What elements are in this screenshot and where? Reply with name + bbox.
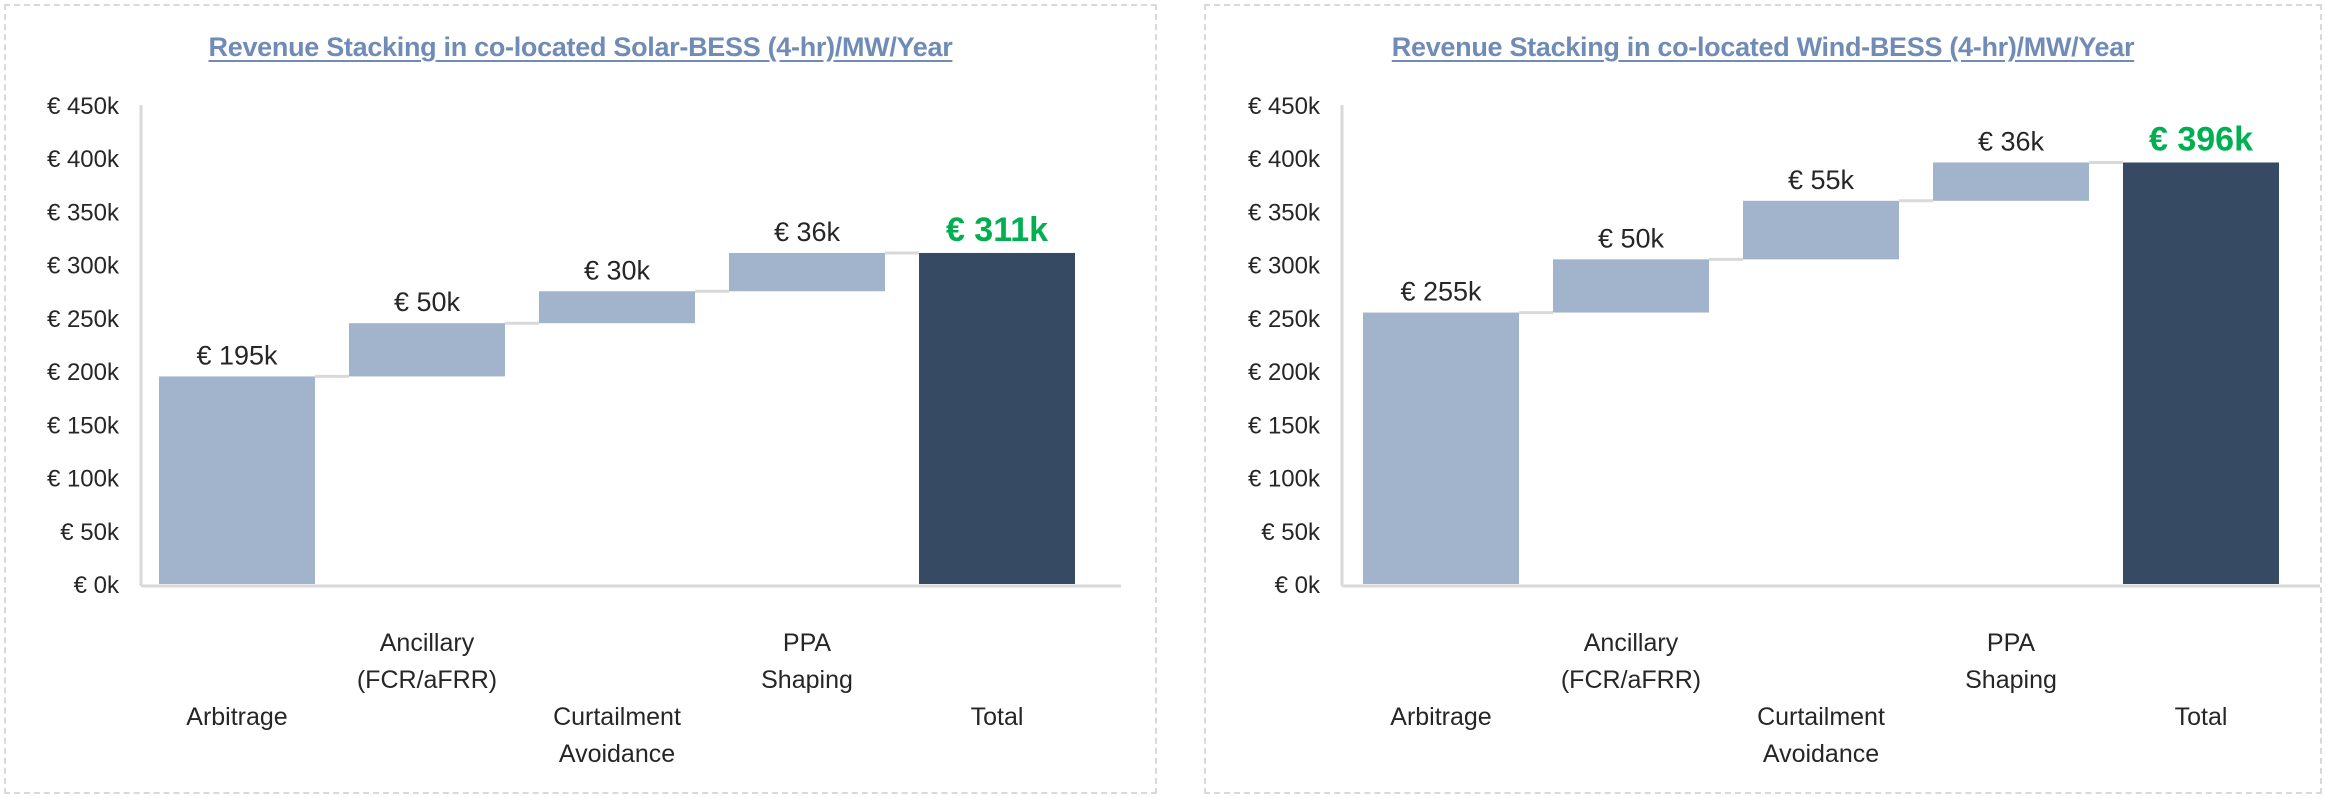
category-label: Arbitrage — [186, 703, 287, 731]
y-tick-label: € 350k — [47, 199, 120, 226]
total-bar — [919, 252, 1075, 585]
increment-bar — [1363, 312, 1519, 584]
category-label: Arbitrage — [1390, 703, 1491, 731]
y-tick-label: € 100k — [1248, 466, 1321, 493]
y-tick-label: € 450k — [47, 93, 120, 120]
wind-bess-chart-panel: Revenue Stacking in co-located Wind-BESS… — [1204, 4, 2322, 794]
y-tick-label: € 0k — [1275, 572, 1321, 599]
increment-bar — [729, 252, 885, 292]
chart-title: Revenue Stacking in co-located Wind-BESS… — [1391, 32, 2135, 62]
category-label: Avoidance — [1763, 740, 1879, 768]
solar-bess-chart-panel: Revenue Stacking in co-located Solar-BES… — [4, 4, 1157, 794]
category-label: Curtailment — [1757, 703, 1885, 731]
total-bar — [2123, 162, 2279, 585]
y-tick-label: € 300k — [1248, 253, 1321, 280]
data-label: € 50k — [1598, 223, 1665, 253]
increment-bar — [1933, 162, 2089, 201]
category-label: Avoidance — [559, 740, 675, 768]
y-tick-label: € 150k — [47, 412, 120, 439]
data-label: € 195k — [196, 340, 278, 370]
increment-bar — [1743, 200, 1899, 260]
data-label: € 50k — [394, 287, 461, 317]
data-label: € 396k — [2149, 120, 2253, 158]
y-tick-label: € 300k — [47, 253, 120, 280]
data-label: € 36k — [1978, 126, 2045, 156]
category-label: (FCR/aFRR) — [1561, 666, 1701, 694]
y-tick-label: € 450k — [1248, 93, 1321, 120]
chart-title: Revenue Stacking in co-located Solar-BES… — [208, 32, 953, 62]
y-tick-label: € 250k — [47, 306, 120, 333]
category-label: PPA — [783, 629, 831, 657]
category-label: PPA — [1987, 629, 2035, 657]
y-tick-label: € 400k — [1248, 146, 1321, 173]
solar-bess-waterfall-chart: € 0k € 50k € 100k € 150k € 200k € 250k € 300k €… — [47, 93, 1121, 768]
increment-bar — [1553, 259, 1709, 313]
y-tick-label: € 200k — [1248, 359, 1321, 386]
category-label: Shaping — [1965, 666, 2057, 694]
category-label: Total — [2175, 703, 2228, 731]
category-label: Curtailment — [553, 703, 681, 731]
y-tick-label: € 0k — [74, 572, 120, 599]
y-tick-label: € 200k — [47, 359, 120, 386]
y-tick-label: € 50k — [60, 519, 120, 546]
increment-bar — [159, 376, 315, 584]
y-tick-label: € 150k — [1248, 412, 1321, 439]
data-label: € 36k — [774, 217, 841, 247]
y-tick-label: € 50k — [1261, 519, 1321, 546]
category-label: Ancillary — [1584, 629, 1679, 657]
data-label: € 55k — [1788, 165, 1855, 195]
data-label: € 311k — [946, 211, 1048, 249]
y-tick-label: € 100k — [47, 466, 120, 493]
data-label: € 255k — [1400, 277, 1482, 307]
category-label: Total — [971, 703, 1024, 731]
wind-bess-waterfall-chart: € 0k € 50k € 100k € 150k € 200k € 250k € 300k €… — [1248, 93, 2320, 768]
category-label: Ancillary — [380, 629, 475, 657]
category-label: Shaping — [761, 666, 853, 694]
y-tick-label: € 350k — [1248, 199, 1321, 226]
increment-bar — [349, 323, 505, 377]
y-tick-label: € 400k — [47, 146, 120, 173]
category-label: (FCR/aFRR) — [357, 666, 497, 694]
data-label: € 30k — [584, 255, 651, 285]
increment-bar — [539, 291, 695, 324]
y-tick-label: € 250k — [1248, 306, 1321, 333]
